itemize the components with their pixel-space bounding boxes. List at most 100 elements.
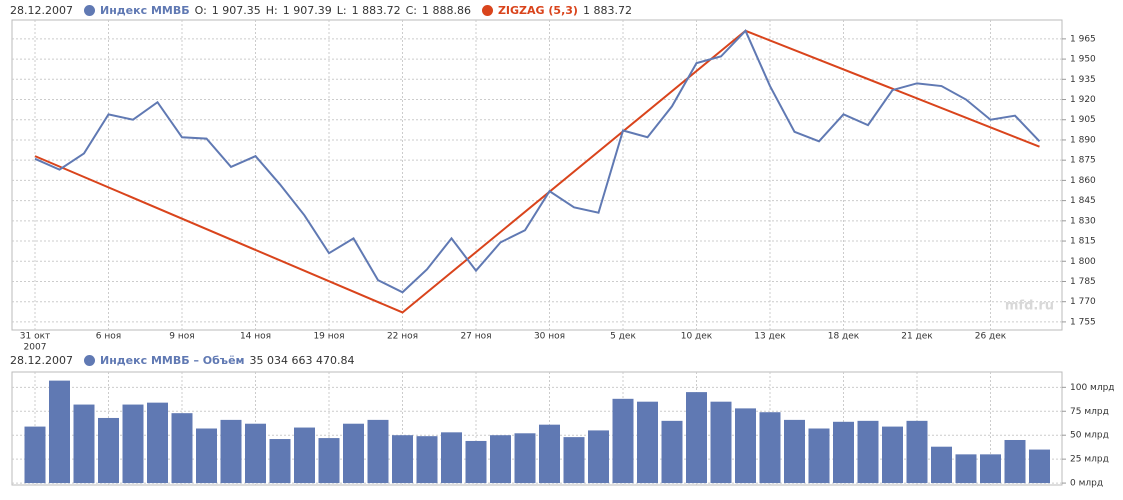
volume-bar — [955, 454, 977, 484]
y-tick-label: 1 920 — [1070, 95, 1096, 105]
volume-bar — [808, 428, 830, 484]
y-tick-label: 75 млрд — [1070, 407, 1109, 417]
x-tick-label: 31 окт — [20, 332, 51, 342]
volume-bar — [318, 438, 340, 484]
volume-bar — [857, 420, 879, 484]
volume-bar — [563, 437, 585, 484]
y-tick-label: 1 860 — [1070, 176, 1096, 186]
volume-bar — [122, 404, 144, 484]
volume-bar — [49, 380, 70, 484]
volume-bar — [980, 454, 1001, 484]
date: 28.12.2007 — [10, 4, 73, 17]
legend-name: ZIGZAG (5,3) — [497, 4, 578, 17]
watermark: mfd.ru — [1005, 299, 1054, 314]
volume-bar — [416, 436, 438, 484]
volume-bar — [196, 428, 217, 484]
y-tick-label: 100 млрд — [1070, 383, 1115, 393]
date: 28.12.2007 — [10, 354, 73, 367]
volume-bar — [588, 430, 609, 484]
y-tick-label: 1 935 — [1070, 75, 1096, 85]
y-tick-label: 1 965 — [1070, 34, 1096, 44]
zigzag-line — [34, 29, 1040, 314]
volume-bar — [931, 446, 952, 484]
volume-header: 28.12.2007 Индекс ММВБ – Объём 35 034 66… — [10, 354, 355, 367]
y-tick-label: 1 905 — [1070, 115, 1096, 125]
volume-bar — [98, 417, 119, 484]
x-tick-label: 10 дек — [681, 332, 713, 342]
volume-bar — [539, 424, 560, 484]
y-tick-label: 1 800 — [1070, 257, 1096, 267]
legend-dot — [481, 5, 493, 16]
volume-bar — [637, 401, 658, 484]
x-tick-label: 13 дек — [754, 332, 786, 342]
volume-bar — [1004, 439, 1026, 484]
x-tick-label: 6 ноя — [96, 332, 121, 342]
y-tick-label: 1 830 — [1070, 216, 1096, 226]
x-tick-label: 26 дек — [975, 332, 1007, 342]
volume-bar — [906, 420, 928, 484]
y-tick-label: 1 770 — [1070, 297, 1096, 307]
volume-bar — [73, 404, 95, 484]
ohlc-label: H: — [265, 4, 278, 17]
ohlc-value: 1 907.39 — [282, 4, 332, 17]
x-tick-label: 30 ноя — [534, 332, 565, 342]
y-tick-label: 1 890 — [1070, 135, 1096, 145]
volume-bar — [612, 398, 634, 484]
y-tick-label: 1 815 — [1070, 237, 1096, 247]
ohlc-label: C: — [405, 4, 417, 17]
volume-bar — [392, 435, 413, 484]
volume-bar — [882, 426, 903, 484]
volume-bar — [661, 420, 683, 484]
plot-frame — [11, 19, 1063, 331]
x-tick-label: 9 ноя — [169, 332, 194, 342]
x-tick-label: 19 ноя — [313, 332, 344, 342]
volume-bar — [1029, 449, 1050, 484]
volume-bar — [245, 423, 266, 484]
y-tick-label: 50 млрд — [1070, 431, 1109, 441]
ohlc-label: O: — [194, 4, 207, 17]
plot-frame — [11, 371, 1063, 486]
legend-dot — [83, 5, 95, 16]
x-tick-label: 14 ноя — [240, 332, 271, 342]
x-tick-label: 21 дек — [901, 332, 933, 342]
volume-bar — [735, 408, 756, 484]
x-tick-label: 27 ноя — [460, 332, 491, 342]
volume-bar — [686, 392, 707, 484]
volume-bar — [269, 439, 291, 484]
x-tick-label: 18 дек — [828, 332, 860, 342]
legend-name: Индекс ММВБ – Объём — [99, 354, 245, 367]
y-tick-label: 1 875 — [1070, 156, 1096, 166]
volume-bar — [784, 419, 805, 484]
volume-bar — [514, 433, 536, 484]
ohlc-value: 1 888.86 — [421, 4, 471, 17]
ohlc-value: 1 907.35 — [211, 4, 261, 17]
volume-bar — [441, 432, 462, 484]
volume-bar — [833, 421, 854, 484]
volume-bar — [147, 402, 168, 484]
y-tick-label: 1 785 — [1070, 277, 1096, 287]
volume-bar — [710, 401, 732, 484]
volume-bar — [294, 427, 315, 484]
ohlc-value: 1 883.72 — [351, 4, 401, 17]
volume-bar — [367, 419, 389, 484]
volume-bar — [490, 435, 511, 484]
volume-bar — [465, 440, 487, 484]
ohlc-label: L: — [336, 4, 347, 17]
x-tick-label: 5 дек — [610, 332, 636, 342]
y-tick-label: 1 845 — [1070, 196, 1096, 206]
y-tick-label: 1 755 — [1070, 317, 1096, 327]
volume-bar — [759, 412, 781, 484]
y-tick-label: 1 950 — [1070, 55, 1096, 65]
x-year-label: 2007 — [24, 343, 47, 353]
legend-name: Индекс ММВБ — [99, 4, 190, 17]
volume-bar — [220, 419, 242, 484]
price-header: 28.12.2007 Индекс ММВБ O: 1 907.35 H: 1 90… — [10, 4, 632, 17]
y-tick-label: 0 млрд — [1070, 479, 1103, 489]
y-tick-label: 25 млрд — [1070, 455, 1109, 465]
x-tick-label: 22 ноя — [387, 332, 418, 342]
zigzag-last: 1 883.72 — [582, 4, 632, 17]
volume-last: 35 034 663 470.84 — [249, 354, 355, 367]
volume-bar — [343, 423, 364, 484]
price-line — [34, 29, 1041, 294]
